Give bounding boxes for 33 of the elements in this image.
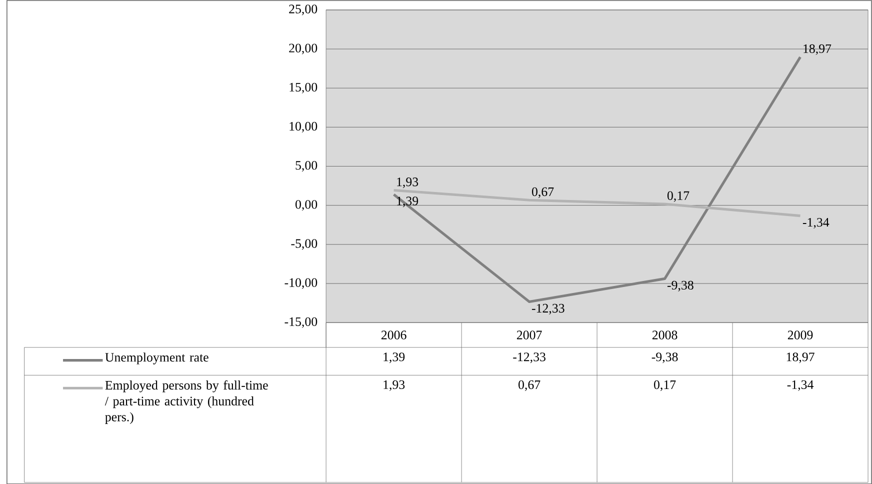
x-tick-label: 2006 xyxy=(381,330,406,340)
y-tick-label: 0,00 xyxy=(296,200,318,210)
text: -9,38 xyxy=(667,280,694,292)
text: 1,93 xyxy=(397,177,418,188)
text: -12,33 xyxy=(532,304,564,314)
legend-label: Unemployment rate xyxy=(105,352,208,364)
text: 18,97 xyxy=(804,44,832,55)
text: -1,34 xyxy=(802,218,830,228)
y-tick-label: 10,00 xyxy=(290,122,318,132)
y-tick-label: 5,00 xyxy=(296,160,318,172)
data-label: 0,67 xyxy=(518,380,540,391)
text: 0,67 xyxy=(532,187,554,198)
data-label: 18,97 xyxy=(786,352,814,363)
data-label: 1,93 xyxy=(384,380,405,391)
line-series xyxy=(392,56,802,303)
y-tick-label: 25,00 xyxy=(289,4,318,16)
legend-label: Employed persons by full-time / part-time activity (hundred pers.) xyxy=(104,380,268,424)
data-label: -1,34 xyxy=(787,380,814,391)
line-series xyxy=(392,188,802,217)
data-label: -9,38 xyxy=(652,352,678,363)
data-label: 0,17 xyxy=(654,380,676,391)
y-tick-label: -15,00 xyxy=(284,317,318,328)
y-tick-label: -5,00 xyxy=(291,238,318,250)
x-tick-label: 2007 xyxy=(516,330,542,340)
y-tick-label: 15,00 xyxy=(290,82,318,94)
text: 0,17 xyxy=(667,191,690,202)
y-tick-label: 20,00 xyxy=(289,44,318,54)
data-label: 1,39 xyxy=(384,352,405,363)
text: 1,39 xyxy=(397,196,418,208)
x-tick-label: 2008 xyxy=(652,330,678,340)
y-tick-label: -10,00 xyxy=(284,278,318,289)
data-label: -12,33 xyxy=(513,352,546,363)
x-tick-label: 2009 xyxy=(788,330,813,340)
